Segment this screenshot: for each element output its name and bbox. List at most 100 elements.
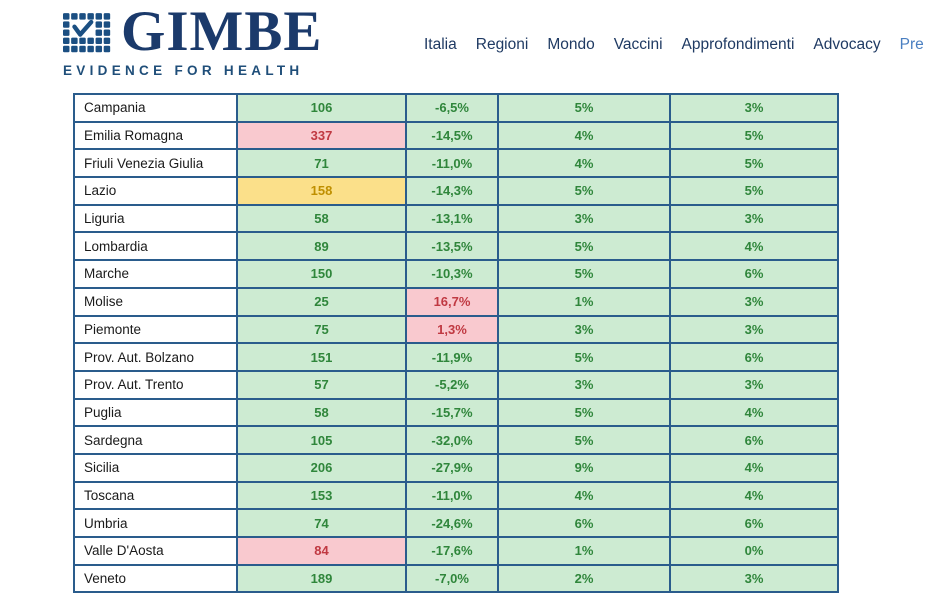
table-row: Molise 25 16,7% 1% 3% xyxy=(73,286,839,317)
pct-change-cell: -11,9% xyxy=(405,342,499,372)
gimbe-logo-row: GIMBE xyxy=(63,0,323,63)
pct-b-cell: 5% xyxy=(669,148,839,179)
nav-item-advocacy[interactable]: Advocacy xyxy=(813,36,881,53)
nav-item-regioni[interactable]: Regioni xyxy=(475,36,529,53)
pct-a-cell: 1% xyxy=(497,536,671,566)
pct-a-cell: 4% xyxy=(497,148,671,179)
pct-a-cell: 3% xyxy=(497,369,671,400)
table-row: Liguria 58 -13,1% 3% 3% xyxy=(73,203,839,234)
value-cell: 89 xyxy=(236,231,407,262)
region-name-cell: Emilia Romagna xyxy=(73,120,238,151)
region-name-cell: Liguria xyxy=(73,203,238,234)
value-cell: 153 xyxy=(236,480,407,511)
table-row: Lazio 158 -14,3% 5% 5% xyxy=(73,176,839,206)
pct-a-cell: 5% xyxy=(497,342,671,372)
pct-a-cell: 1% xyxy=(497,286,671,317)
pct-change-cell: -13,5% xyxy=(405,231,499,262)
main-nav: Italia Regioni Mondo Vaccini Approfondim… xyxy=(424,36,924,54)
pct-a-cell: 5% xyxy=(497,93,671,123)
table-row: Campania 106 -6,5% 5% 3% xyxy=(73,93,839,123)
pct-b-cell: 3% xyxy=(669,369,839,400)
pct-a-cell: 9% xyxy=(497,452,671,483)
region-name-cell: Sardegna xyxy=(73,425,238,455)
table-row: Puglia 58 -15,7% 5% 4% xyxy=(73,397,839,428)
value-cell: 74 xyxy=(236,508,407,538)
table-row: Valle D'Aosta 84 -17,6% 1% 0% xyxy=(73,536,839,566)
region-name-cell: Puglia xyxy=(73,397,238,428)
value-cell: 84 xyxy=(236,536,407,566)
pct-change-cell: -32,0% xyxy=(405,425,499,455)
brand-name: GIMBE xyxy=(121,0,323,63)
pct-a-cell: 3% xyxy=(497,203,671,234)
pct-a-cell: 4% xyxy=(497,120,671,151)
nav-item-pre[interactable]: Pre xyxy=(899,36,924,53)
pct-b-cell: 6% xyxy=(669,508,839,538)
region-name-cell: Veneto xyxy=(73,563,238,593)
nav-item-mondo[interactable]: Mondo xyxy=(547,36,595,53)
region-name-cell: Sicilia xyxy=(73,452,238,483)
pct-b-cell: 4% xyxy=(669,231,839,262)
pct-change-cell: -24,6% xyxy=(405,508,499,538)
pct-b-cell: 3% xyxy=(669,93,839,123)
region-name-cell: Marche xyxy=(73,259,238,289)
value-cell: 158 xyxy=(236,176,407,206)
nav-item-italia[interactable]: Italia xyxy=(424,36,457,53)
value-cell: 57 xyxy=(236,369,407,400)
regions-table-body: Campania 106 -6,5% 5% 3% Emilia Romagna … xyxy=(73,93,839,593)
region-name-cell: Prov. Aut. Bolzano xyxy=(73,342,238,372)
table-row: Friuli Venezia Giulia 71 -11,0% 4% 5% xyxy=(73,148,839,179)
pct-a-cell: 2% xyxy=(497,563,671,593)
pct-b-cell: 6% xyxy=(669,342,839,372)
pct-b-cell: 6% xyxy=(669,259,839,289)
region-name-cell: Valle D'Aosta xyxy=(73,536,238,566)
pct-b-cell: 0% xyxy=(669,536,839,566)
value-cell: 71 xyxy=(236,148,407,179)
pct-change-cell: -27,9% xyxy=(405,452,499,483)
nav-item-approfondimenti[interactable]: Approfondimenti xyxy=(681,36,795,53)
table-row: Lombardia 89 -13,5% 5% 4% xyxy=(73,231,839,262)
table-row: Sardegna 105 -32,0% 5% 6% xyxy=(73,425,839,455)
table-row: Piemonte 75 1,3% 3% 3% xyxy=(73,314,839,345)
region-name-cell: Prov. Aut. Trento xyxy=(73,369,238,400)
table-row: Prov. Aut. Trento 57 -5,2% 3% 3% xyxy=(73,369,839,400)
pct-a-cell: 4% xyxy=(497,480,671,511)
pct-a-cell: 6% xyxy=(497,508,671,538)
pct-a-cell: 5% xyxy=(497,259,671,289)
value-cell: 206 xyxy=(236,452,407,483)
pct-b-cell: 3% xyxy=(669,314,839,345)
pct-change-cell: -14,5% xyxy=(405,120,499,151)
pct-a-cell: 5% xyxy=(497,231,671,262)
table-row: Marche 150 -10,3% 5% 6% xyxy=(73,259,839,289)
region-name-cell: Umbria xyxy=(73,508,238,538)
value-cell: 25 xyxy=(236,286,407,317)
pct-change-cell: -15,7% xyxy=(405,397,499,428)
pct-a-cell: 3% xyxy=(497,314,671,345)
value-cell: 106 xyxy=(236,93,407,123)
value-cell: 105 xyxy=(236,425,407,455)
pct-change-cell: 1,3% xyxy=(405,314,499,345)
pct-a-cell: 5% xyxy=(497,176,671,206)
pct-change-cell: -11,0% xyxy=(405,480,499,511)
pct-change-cell: -7,0% xyxy=(405,563,499,593)
value-cell: 151 xyxy=(236,342,407,372)
pct-b-cell: 6% xyxy=(669,425,839,455)
gimbe-logo[interactable]: GIMBE EVIDENCE FOR HEALTH xyxy=(63,0,323,78)
nav-item-vaccini[interactable]: Vaccini xyxy=(613,36,663,53)
pct-b-cell: 4% xyxy=(669,452,839,483)
table-row: Prov. Aut. Bolzano 151 -11,9% 5% 6% xyxy=(73,342,839,372)
table-row: Toscana 153 -11,0% 4% 4% xyxy=(73,480,839,511)
value-cell: 337 xyxy=(236,120,407,151)
region-name-cell: Lombardia xyxy=(73,231,238,262)
pct-a-cell: 5% xyxy=(497,425,671,455)
pct-change-cell: 16,7% xyxy=(405,286,499,317)
pct-change-cell: -5,2% xyxy=(405,369,499,400)
pct-b-cell: 4% xyxy=(669,397,839,428)
gimbe-grid-check-icon xyxy=(63,13,111,53)
region-name-cell: Molise xyxy=(73,286,238,317)
pct-b-cell: 3% xyxy=(669,563,839,593)
value-cell: 150 xyxy=(236,259,407,289)
table-row: Sicilia 206 -27,9% 9% 4% xyxy=(73,452,839,483)
region-name-cell: Campania xyxy=(73,93,238,123)
pct-change-cell: -17,6% xyxy=(405,536,499,566)
pct-change-cell: -13,1% xyxy=(405,203,499,234)
